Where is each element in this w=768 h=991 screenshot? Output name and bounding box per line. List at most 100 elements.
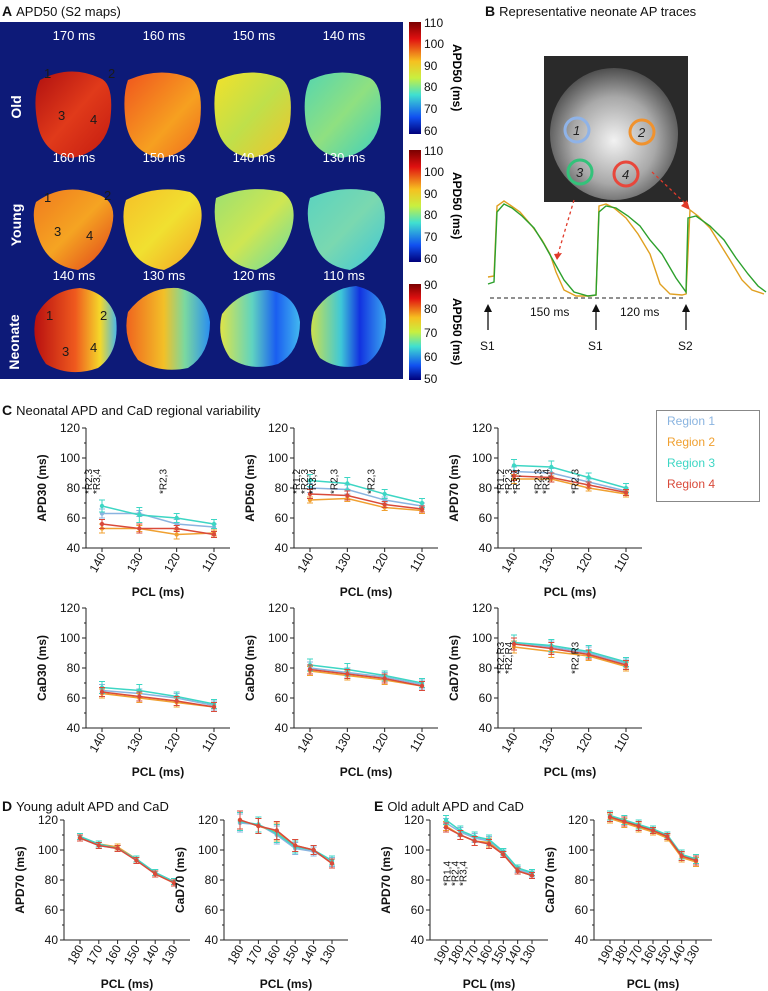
- y-tick-label: 60: [479, 511, 493, 525]
- data-point: [419, 500, 425, 506]
- panel-a-title-text: APD50 (S2 maps): [16, 4, 121, 19]
- heart-map-young-1: [33, 189, 114, 270]
- x-axis-label: PCL (ms): [463, 977, 515, 991]
- y-tick-label: 80: [205, 873, 219, 887]
- y-axis-label: CaD30 (ms): [35, 635, 49, 701]
- colorbar-tick: 60: [424, 252, 438, 266]
- legend-item-region-4: Region 4: [667, 477, 716, 491]
- y-tick-label: 40: [205, 933, 219, 947]
- data-point: [486, 841, 492, 847]
- series-line-region-4: [309, 668, 423, 687]
- region-number: 4: [90, 112, 98, 127]
- data-point: [501, 852, 506, 857]
- map-pcl-label: 130 ms: [322, 150, 366, 165]
- series-line-region-1: [309, 667, 423, 686]
- y-tick-label: 80: [575, 873, 589, 887]
- x-tick-label: 130: [124, 730, 146, 755]
- colorbar-tick: 100: [424, 37, 445, 51]
- colorbar-tick: 80: [424, 208, 438, 222]
- x-tick-label: 140: [498, 550, 520, 575]
- heart-map-neonate-1: [34, 288, 117, 373]
- y-tick-label: 80: [67, 481, 81, 495]
- y-tick-label: 80: [479, 481, 493, 495]
- y-axis-label: APD70 (ms): [447, 454, 461, 521]
- map-pcl-label: 130 ms: [142, 268, 186, 283]
- y-tick-label: 100: [472, 451, 492, 465]
- x-tick-label: 120: [161, 730, 183, 755]
- stim-arrow-head: [592, 304, 600, 312]
- data-point: [134, 858, 139, 863]
- y-tick-label: 100: [60, 631, 80, 645]
- data-point: [171, 880, 177, 886]
- region-number: 2: [104, 188, 112, 203]
- data-point: [443, 817, 449, 823]
- region-number: 3: [62, 344, 70, 359]
- significance-annotation: *R3,4: [458, 861, 469, 886]
- legend-item-region-1: Region 1: [667, 414, 716, 428]
- x-tick-label: 140: [86, 730, 108, 755]
- data-point: [693, 858, 699, 863]
- x-tick-label: 150: [121, 942, 143, 967]
- x-tick-label: 160: [261, 942, 283, 967]
- panel-a-title: A APD50 (S2 maps): [2, 3, 121, 19]
- y-tick-label: 120: [60, 421, 80, 435]
- heart-map-young-4: [307, 189, 385, 270]
- y-tick-label: 120: [472, 421, 492, 435]
- ap-trace-panel: 1 2 3 4 150 ms 120 ms S1 S1 S2: [480, 56, 767, 353]
- series-line-region-1: [513, 470, 627, 492]
- significance-annotation: *R3,4: [541, 469, 552, 494]
- panel-d-title: D Young adult APD and CaD: [2, 798, 169, 814]
- data-point: [153, 871, 158, 877]
- region-circle-number: 3: [576, 165, 584, 180]
- chart-cad30: 40 60 80 100 120 140 130 120 110 PCL (ms) CaD30 (m…: [35, 601, 230, 779]
- y-tick-label: 40: [479, 721, 493, 735]
- y-tick-label: 60: [275, 511, 289, 525]
- x-tick-label: 130: [516, 942, 538, 967]
- y-tick-label: 80: [45, 873, 59, 887]
- x-axis-label: PCL (ms): [132, 765, 184, 779]
- heart-map-old-3: [214, 72, 291, 158]
- y-tick-label: 60: [67, 511, 81, 525]
- heart-map-neonate-4: [311, 286, 386, 367]
- data-point: [211, 532, 217, 537]
- colorbar-area: 110 100 90 80 70 60 APD50 (ms) 110 100 9…: [404, 16, 484, 386]
- panel-e-title: E Old adult APD and CaD: [374, 798, 524, 814]
- heart-map-neonate-3: [220, 290, 300, 367]
- data-point: [529, 873, 535, 878]
- x-axis-label: PCL (ms): [544, 585, 596, 599]
- data-point: [329, 861, 335, 866]
- interval-label-1: 150 ms: [530, 305, 569, 319]
- map-pcl-label: 160 ms: [52, 150, 96, 165]
- colorbar-tick: 60: [424, 350, 438, 364]
- data-point: [382, 676, 387, 681]
- region-number: 1: [44, 190, 52, 205]
- series-line-region-3: [101, 686, 215, 705]
- x-tick-label: 130: [316, 942, 338, 967]
- region-circle-number: 2: [637, 125, 646, 140]
- data-point: [345, 481, 350, 486]
- colorbar-tick: 70: [424, 326, 438, 340]
- y-tick-label: 80: [67, 661, 81, 675]
- data-point: [472, 838, 477, 844]
- panel-c-title: C Neonatal APD and CaD regional variabili…: [2, 402, 260, 418]
- x-tick-label: 160: [102, 942, 124, 967]
- map-pcl-label: 150 ms: [232, 28, 276, 43]
- y-axis-label: APD30 (ms): [35, 454, 49, 521]
- data-point: [115, 846, 120, 851]
- legend-item-region-3: Region 3: [667, 456, 716, 470]
- arrow-region2-to-trace: [651, 171, 687, 205]
- y-tick-label: 120: [404, 813, 424, 827]
- series-line-region-2: [102, 527, 215, 536]
- significance-annotation: *R3,4: [512, 469, 523, 494]
- y-axis-label: APD50 (ms): [243, 454, 257, 521]
- data-point: [96, 843, 102, 848]
- x-tick-label: 110: [199, 550, 221, 574]
- series-line-region-4: [513, 643, 627, 666]
- y-tick-label: 100: [472, 631, 492, 645]
- heart-map-young-2: [123, 189, 202, 270]
- data-point: [174, 526, 179, 531]
- arrow-head: [554, 253, 562, 260]
